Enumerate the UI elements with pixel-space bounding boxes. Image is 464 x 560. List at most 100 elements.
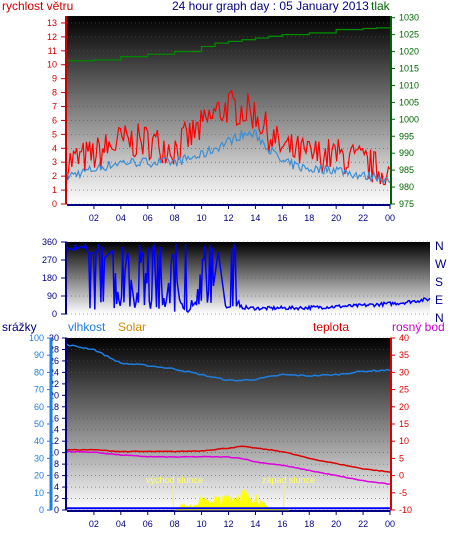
right-axis-tick-label: 1030: [399, 13, 419, 23]
rain-axis-tick-label: 0: [39, 505, 44, 515]
right-axis-tick-label: 975: [399, 199, 414, 209]
humidity-axis-tick-label: 8: [54, 459, 59, 469]
temperature-axis-tick-label: 25: [399, 385, 409, 395]
humidity-axis-tick-label: 18: [49, 402, 59, 412]
direction-compass-label: E: [435, 293, 443, 307]
legend-temperature: teplota: [313, 320, 349, 334]
x-axis-tick-label: 14: [250, 213, 260, 223]
dewpoint-series: [67, 450, 391, 485]
direction-axis-tick-label: 0: [52, 309, 57, 319]
humidity-axis-tick-label: 20: [49, 390, 59, 400]
right-axis-tick-label: 995: [399, 131, 414, 141]
rain-axis-tick-label: 50: [34, 419, 44, 429]
legend-rain: srážky: [2, 320, 37, 334]
temperature-axis-tick-label: -5: [399, 488, 407, 498]
temperature-axis-tick-label: 30: [399, 367, 409, 377]
humidity-axis-tick-label: 2: [54, 494, 59, 504]
temperature-axis-tick-label: 10: [399, 436, 409, 446]
x-axis-tick-label: 06: [143, 213, 153, 223]
x-axis-tick-label: 18: [304, 213, 314, 223]
left-axis-tick-label: 0: [52, 199, 57, 209]
x-axis-tick-label-panel-3: 04: [116, 519, 126, 529]
rain-axis-tick-label: 40: [34, 436, 44, 446]
humidity-axis-tick-label: 10: [49, 448, 59, 458]
wind-average-series: [66, 128, 391, 185]
right-axis-title: tlak: [371, 0, 391, 13]
humidity-axis-tick-label: 14: [49, 425, 59, 435]
right-axis-tick-label: 985: [399, 165, 414, 175]
x-axis-tick-label: 04: [116, 213, 126, 223]
x-axis-tick-label-panel-3: 20: [331, 519, 341, 529]
humidity-axis-tick-label: 22: [49, 379, 59, 389]
right-axis-tick-label: 1020: [399, 47, 419, 57]
legend-humidity: vlhkost: [68, 320, 106, 334]
left-axis-tick-label: 12: [47, 32, 57, 42]
humidity-axis-tick-label: 6: [54, 471, 59, 481]
x-axis-tick-label-panel-3: 16: [277, 519, 287, 529]
x-axis-tick-label: 16: [277, 213, 287, 223]
temperature-axis-tick-label: 40: [399, 333, 409, 343]
x-axis-tick-label: 00: [385, 213, 395, 223]
left-axis-tick-label: 2: [52, 171, 57, 181]
direction-axis-tick-label: 180: [42, 273, 57, 283]
x-axis-tick-label: 22: [358, 213, 368, 223]
direction-axis-tick-label: 360: [42, 237, 57, 247]
direction-axis-tick-label: 90: [47, 291, 57, 301]
humidity-axis-tick-label: 16: [49, 413, 59, 423]
legend-dewpoint: rosný bod: [392, 320, 445, 334]
temperature-series: [66, 445, 391, 473]
x-axis-tick-label-panel-3: 22: [358, 519, 368, 529]
left-axis-tick-label: 1: [52, 185, 57, 195]
temperature-axis-tick-label: 35: [399, 350, 409, 360]
wind-direction-series: [66, 242, 431, 314]
left-axis-tick-label: 11: [48, 46, 57, 56]
left-axis-title: rychlost větru: [2, 0, 73, 13]
x-axis-tick-label-panel-3: 08: [170, 519, 180, 529]
direction-compass-label: S: [435, 275, 443, 289]
rain-axis-tick-label: 90: [34, 350, 44, 360]
annotation-sunrise: východ slunce: [146, 475, 203, 485]
x-axis-tick-label: 20: [331, 213, 341, 223]
pressure-series: [67, 27, 391, 62]
temperature-axis-tick-label: 5: [399, 453, 404, 463]
temperature-axis-tick-label: 20: [399, 402, 409, 412]
left-axis-tick-label: 3: [52, 157, 57, 167]
humidity-series: [66, 343, 391, 382]
right-axis-tick-label: 990: [399, 148, 414, 158]
rain-axis-tick-label: 10: [34, 488, 44, 498]
right-axis-tick-label: 980: [399, 182, 414, 192]
humidity-axis-tick-label: 28: [49, 344, 59, 354]
humidity-axis-tick-label: 26: [49, 356, 59, 366]
panel-3-background: [67, 338, 390, 510]
legend-solar: Solar: [118, 320, 146, 334]
x-axis-tick-label-panel-3: 10: [197, 519, 207, 529]
temperature-axis-tick-label: -10: [399, 505, 412, 515]
left-axis-tick-label: 13: [47, 18, 57, 28]
direction-compass-label: N: [435, 239, 444, 253]
rain-axis-tick-label: 60: [34, 402, 44, 412]
rain-axis-tick-label: 70: [34, 385, 44, 395]
annotation-sunset: západ slunce: [262, 475, 315, 485]
left-axis-tick-label: 8: [52, 88, 57, 98]
chart-title: 24 hour graph day : 05 January 2013: [172, 0, 369, 13]
temperature-axis-tick-label: 0: [399, 471, 404, 481]
x-axis-tick-label: 08: [170, 213, 180, 223]
left-axis-tick-label: 5: [52, 129, 57, 139]
left-axis-tick-label: 9: [52, 74, 57, 84]
right-axis-tick-label: 1025: [399, 30, 419, 40]
left-axis-tick-label: 7: [52, 102, 57, 112]
humidity-axis-tick-label: 30: [49, 333, 59, 343]
x-axis-tick-label: 02: [89, 213, 99, 223]
x-axis-tick-label-panel-3: 14: [250, 519, 260, 529]
humidity-axis-tick-label: 0: [54, 505, 59, 515]
left-axis-tick-label: 10: [47, 60, 57, 70]
wind-speed-series: [66, 89, 391, 186]
humidity-axis-tick-label: 4: [54, 482, 59, 492]
x-axis-tick-label-panel-3: 02: [89, 519, 99, 529]
temperature-axis-tick-label: 15: [399, 419, 409, 429]
right-axis-tick-label: 1010: [399, 80, 419, 90]
x-axis-tick-label-panel-3: 12: [223, 519, 233, 529]
right-axis-tick-label: 1000: [399, 114, 419, 124]
